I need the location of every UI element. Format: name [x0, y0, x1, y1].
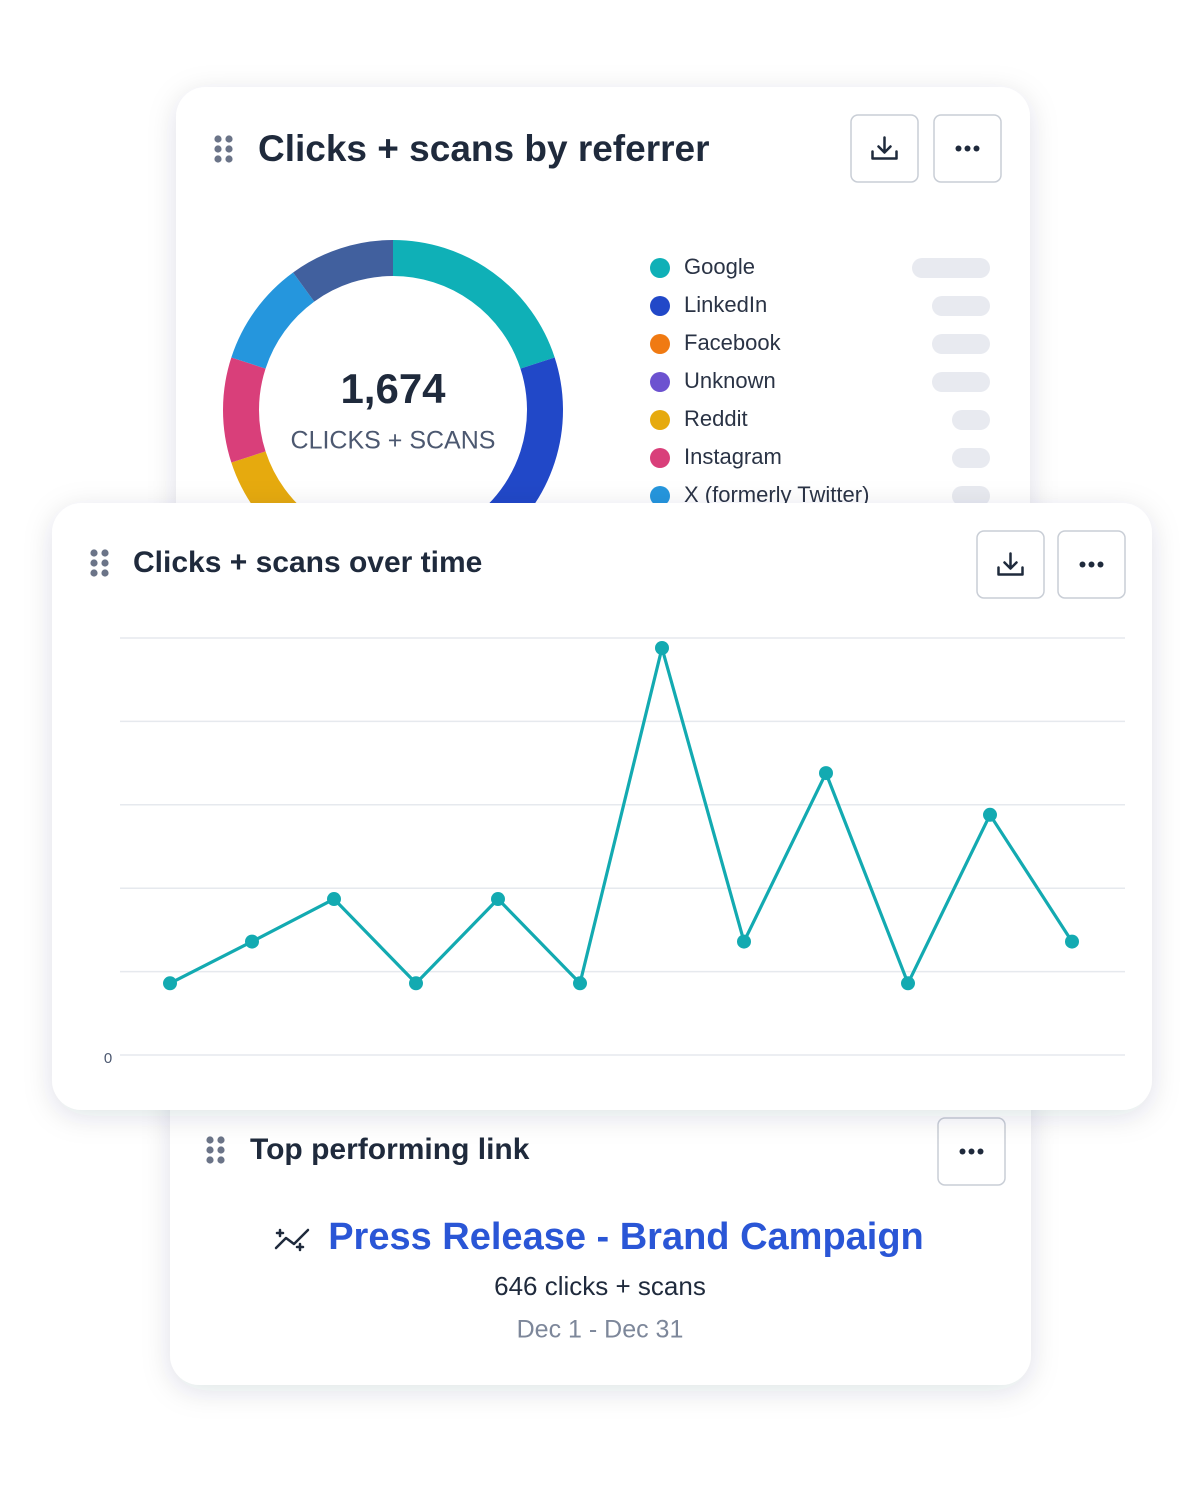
drag-handle: [90, 549, 109, 577]
data-point: [655, 641, 669, 656]
drag-dot: [206, 1136, 214, 1144]
legend-label: LinkedIn: [684, 292, 767, 317]
legend-placeholder: [932, 296, 990, 316]
sparkle: [275, 1228, 305, 1252]
legend-label: X (formerly Twitter): [684, 482, 869, 507]
data-point: [819, 766, 833, 781]
legend-swatch: [650, 448, 670, 468]
drag-dot: [225, 155, 233, 163]
more-dot: [1079, 561, 1086, 568]
data-point: [737, 934, 751, 949]
more-dot: [955, 145, 962, 152]
more-dot: [1097, 561, 1104, 568]
card-bg: [52, 503, 1152, 1110]
data-point: [245, 934, 259, 949]
legend-swatch: [650, 258, 670, 278]
donut-segment: [231, 272, 315, 370]
drag-dot: [225, 135, 233, 143]
legend-swatch: [650, 372, 670, 392]
time-card: Clicks + scans over time 0: [52, 503, 1152, 1110]
drag-dot: [101, 559, 109, 567]
drag-dot: [90, 559, 98, 567]
donut-segment: [293, 240, 394, 302]
more-dot: [1088, 561, 1095, 568]
donut-segment: [392, 240, 555, 369]
card-bg: [176, 87, 1030, 567]
link-title[interactable]: Press Release - Brand Campaign: [328, 1216, 924, 1258]
legend-label: Instagram: [684, 444, 782, 469]
link-count: 646 clicks + scans: [494, 1271, 706, 1301]
data-point: [327, 892, 341, 907]
data-point: [163, 976, 177, 991]
card-title: Clicks + scans by referrer: [258, 128, 709, 169]
more-button[interactable]: [933, 114, 1002, 183]
legend-swatch: [650, 410, 670, 430]
legend-label: Reddit: [684, 406, 748, 431]
drag-dot: [217, 1136, 225, 1144]
top-link-card: Top performing link Press Release - Bran…: [170, 1040, 1031, 1385]
center-value: 1,674: [340, 365, 446, 412]
drag-dot: [206, 1146, 214, 1154]
more-button[interactable]: [1057, 530, 1126, 599]
card-bg: [170, 1040, 1031, 1385]
referrer-card: Clicks + scans by referrer 1,674 CLICKS +…: [176, 87, 1030, 580]
drag-handle: [206, 1136, 225, 1164]
legend-placeholder: [952, 486, 990, 506]
more-dot: [968, 1148, 975, 1155]
data-point: [409, 976, 423, 991]
more-dot: [959, 1148, 966, 1155]
center-label: CLICKS + SCANS: [291, 427, 496, 455]
card-title: Clicks + scans over time: [133, 546, 482, 579]
trend-line: [274, 1228, 310, 1250]
legend-placeholder: [932, 372, 990, 392]
drag-dot: [225, 145, 233, 153]
more-dot: [973, 145, 980, 152]
download-icon: [871, 136, 898, 160]
download-icon: [997, 552, 1024, 576]
drag-dot: [217, 1156, 225, 1164]
drag-dot: [214, 135, 222, 143]
drag-dot: [214, 155, 222, 163]
drag-dot: [90, 569, 98, 577]
legend-label: Google: [684, 254, 755, 279]
legend-placeholder: [912, 258, 990, 278]
more-dot: [977, 1148, 984, 1155]
series-line: [169, 646, 1074, 985]
data-point: [491, 892, 505, 907]
drag-dot: [101, 569, 109, 577]
legend-placeholder: [952, 410, 990, 430]
date-range: Dec 1 - Dec 31: [517, 1316, 684, 1344]
legend-label: Unknown: [684, 368, 776, 393]
drag-dot: [206, 1156, 214, 1164]
download-button[interactable]: [976, 530, 1045, 599]
drag-dot: [217, 1146, 225, 1154]
card-title: Top performing link: [250, 1133, 530, 1166]
download-button[interactable]: [850, 114, 919, 183]
legend-placeholder: [952, 448, 990, 468]
donut-segment: [223, 357, 266, 463]
data-point: [901, 976, 915, 991]
data-point: [983, 807, 997, 822]
drag-dot: [90, 549, 98, 557]
drag-dot: [101, 549, 109, 557]
legend-placeholder: [932, 334, 990, 354]
legend-swatch: [650, 296, 670, 316]
more-button[interactable]: [937, 1117, 1006, 1186]
trend-icon: [274, 1228, 310, 1252]
legend-swatch: [650, 486, 670, 506]
drag-dot: [214, 145, 222, 153]
more-dot: [964, 145, 971, 152]
drag-handle: [214, 135, 233, 163]
data-point: [573, 976, 587, 991]
legend-label: Facebook: [684, 330, 782, 355]
y-tick-label: 0: [104, 1050, 112, 1067]
data-point: [1065, 934, 1079, 949]
legend-swatch: [650, 334, 670, 354]
